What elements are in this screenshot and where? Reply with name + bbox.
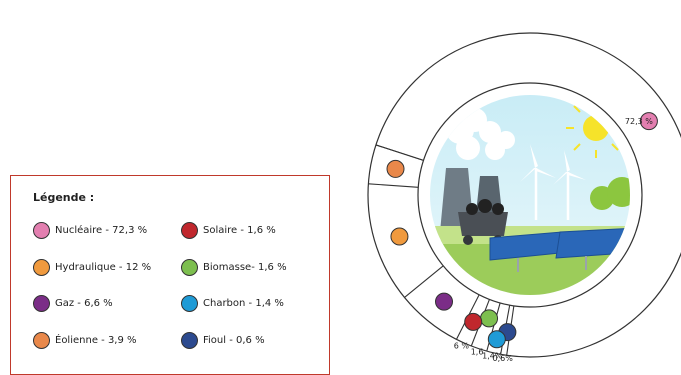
- slice-divider-7: [368, 183, 419, 188]
- solar-panel-stand-icon: [517, 256, 587, 272]
- legend-item-eolienne: Éolienne - 3,9 %: [33, 330, 137, 350]
- legend-dot-fioul: [181, 331, 198, 349]
- slice-marker-hydraulique: [390, 227, 409, 246]
- legend-box: Légende : Nucléaire - 72,3 % Hydraulique…: [10, 175, 330, 375]
- legend-dot-biomasse: [181, 258, 198, 276]
- legend-item-charbon: Charbon - 1,4 %: [181, 293, 284, 313]
- legend-label-gaz: Gaz - 6,6 %: [55, 297, 113, 309]
- legend-label-eolienne: Éolienne - 3,9 %: [55, 334, 137, 346]
- slice-marker-gaz: [435, 292, 454, 311]
- slice-label-solaire: 6 %: [454, 341, 470, 350]
- slice-label-nucleaire: 72,3 %: [625, 117, 653, 126]
- turbine-blades-icon: [520, 144, 586, 185]
- legend-dot-charbon: [181, 294, 198, 312]
- legend-item-biomasse: Biomasse- 1,6 %: [181, 257, 287, 277]
- legend-label-hydraulique: Hydraulique - 12 %: [55, 261, 152, 273]
- center-illustration: [430, 95, 630, 295]
- legend-label-solaire: Solaire - 1,6 %: [203, 224, 276, 236]
- legend-item-nucleaire: Nucléaire - 72,3 %: [33, 220, 147, 240]
- legend-label-fioul: Fioul - 0,6 %: [203, 334, 265, 346]
- slice-marker-solaire: [464, 312, 483, 331]
- slice-label-charbon: 1,4%: [482, 352, 503, 361]
- slice-label-fioul: 0,6%: [493, 354, 514, 363]
- legend-item-fioul: Fioul - 0,6 %: [181, 330, 265, 350]
- slice-divider-8: [375, 144, 424, 161]
- slice-marker-biomasse: [480, 309, 499, 328]
- ring-chart: 72,3 % 0,6%1,4%1,66 %: [367, 32, 681, 363]
- slice-divider-6: [404, 265, 444, 298]
- legend-label-nucleaire: Nucléaire - 72,3 %: [55, 224, 148, 236]
- legend-item-hydraulique: Hydraulique - 12 %: [33, 257, 151, 277]
- trees-icon: [590, 177, 630, 210]
- legend-label-charbon: Charbon - 1,4 %: [203, 297, 284, 309]
- legend-item-solaire: Solaire - 1,6 %: [181, 220, 276, 240]
- slice-markers: [386, 112, 658, 349]
- legend-title: Légende :: [33, 191, 95, 204]
- legend-dot-eolienne: [33, 331, 50, 349]
- slice-marker-charbon: [487, 330, 506, 349]
- legend-label-biomasse: Biomasse- 1,6 %: [203, 261, 287, 273]
- slice-marker-eolienne: [386, 159, 405, 178]
- legend-dot-gaz: [33, 294, 50, 312]
- slice-marker-nucleaire: [639, 112, 658, 131]
- legend-dot-solaire: [181, 221, 198, 239]
- slice-label-biomasse: 1,6: [471, 347, 484, 356]
- legend-dot-nucleaire: [33, 221, 50, 239]
- legend-item-gaz: Gaz - 6,6 %: [33, 293, 113, 313]
- wind-turbine-icon: [534, 168, 570, 220]
- legend-dot-hydraulique: [33, 258, 50, 276]
- slice-callouts: 72,3 % 0,6%1,4%1,66 %: [454, 117, 654, 363]
